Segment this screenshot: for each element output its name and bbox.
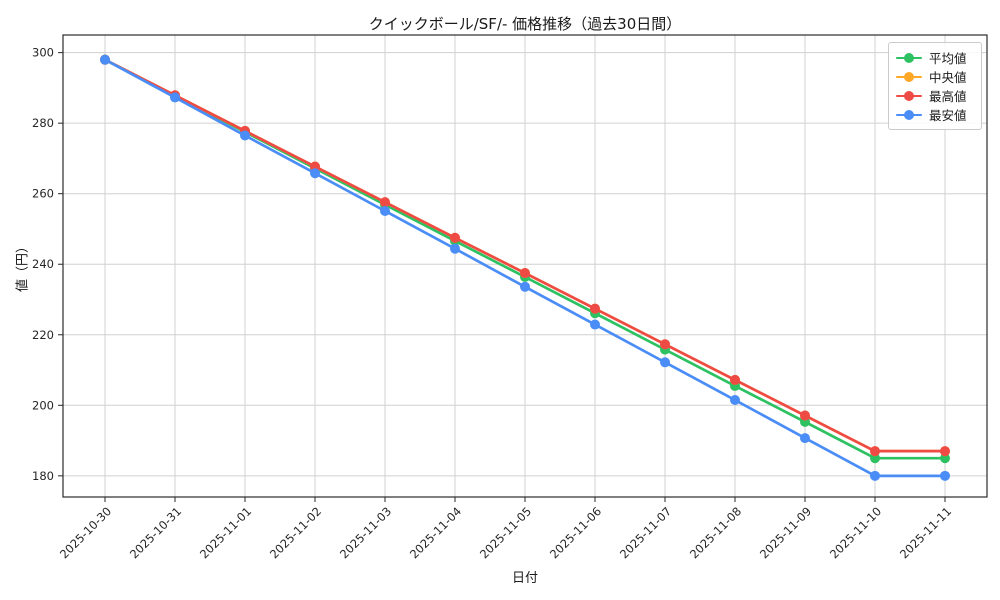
y-tick-label: 200 [32, 398, 54, 412]
y-tick-labels: 180 200 220 240 260 280 300 [32, 46, 54, 483]
y-tick-label: 300 [32, 46, 54, 60]
legend-label: 最高値 [929, 89, 967, 104]
series-min [100, 54, 950, 481]
data-point-min [730, 395, 740, 406]
data-point-max [940, 446, 950, 457]
legend-label: 最安値 [929, 108, 967, 123]
data-point-min [240, 130, 250, 141]
data-point-min [310, 168, 320, 179]
legend: 平均値 中央値 最高値 最安値 [888, 42, 982, 130]
data-point-average [870, 453, 880, 464]
data-point-min [520, 281, 530, 292]
legend-marker-icon [896, 109, 922, 121]
data-point-min [100, 54, 110, 65]
data-point-min [940, 470, 950, 481]
x-axis-label: 日付 [511, 571, 539, 586]
data-point-max [660, 339, 670, 350]
data-point-max [520, 268, 530, 279]
data-point-min [450, 243, 460, 254]
axis-ticks [58, 52, 946, 502]
data-point-min [660, 357, 670, 368]
y-axis-label: 値（円） [15, 239, 31, 293]
x-tick-labels: 2025-10-30 2025-10-31 2025-11-01 2025-11-02… [57, 504, 954, 561]
y-tick-label: 180 [32, 469, 54, 483]
data-point-min [380, 205, 390, 216]
legend-marker-icon [896, 52, 922, 64]
x-tick-label: 2025-11-09 [757, 504, 814, 561]
y-tick-label: 280 [32, 116, 54, 130]
data-point-min [800, 433, 810, 444]
x-tick-label: 2025-11-03 [337, 504, 394, 561]
chart-title: クイックボール/SF/- 価格推移（過去30日間） [368, 15, 682, 33]
x-tick-label: 2025-11-10 [827, 504, 884, 561]
data-point-max [590, 303, 600, 314]
x-tick-label: 2025-11-05 [477, 504, 534, 561]
data-point-average [940, 453, 950, 464]
data-point-max [450, 232, 460, 243]
legend-entry-min: 最安値 [896, 105, 974, 124]
legend-entry-median: 中央値 [896, 67, 974, 86]
legend-entry-max: 最高値 [896, 86, 974, 105]
x-tick-label: 2025-10-30 [57, 504, 114, 561]
legend-marker-icon [896, 71, 922, 83]
y-tick-label: 240 [32, 257, 54, 271]
gridlines [63, 35, 987, 497]
data-point-min [870, 470, 880, 481]
x-tick-label: 2025-11-07 [617, 504, 674, 561]
legend-entry-average: 平均値 [896, 48, 974, 67]
data-point-max [380, 197, 390, 208]
legend-marker-icon [896, 90, 922, 102]
data-point-max [730, 374, 740, 385]
x-tick-label: 2025-11-06 [547, 504, 604, 561]
x-tick-label: 2025-10-31 [127, 504, 184, 561]
x-tick-label: 2025-11-01 [197, 504, 254, 561]
y-tick-label: 220 [32, 328, 54, 342]
x-tick-label: 2025-11-02 [267, 504, 324, 561]
x-tick-label: 2025-11-08 [687, 504, 744, 561]
data-point-min [590, 319, 600, 330]
legend-label: 中央値 [929, 70, 967, 85]
data-point-max [800, 410, 810, 421]
legend-label: 平均値 [929, 51, 967, 66]
x-tick-label: 2025-11-04 [407, 504, 464, 561]
data-point-min [170, 92, 180, 103]
y-tick-label: 260 [32, 187, 54, 201]
x-tick-label: 2025-11-11 [897, 504, 954, 561]
data-point-max [870, 446, 880, 457]
